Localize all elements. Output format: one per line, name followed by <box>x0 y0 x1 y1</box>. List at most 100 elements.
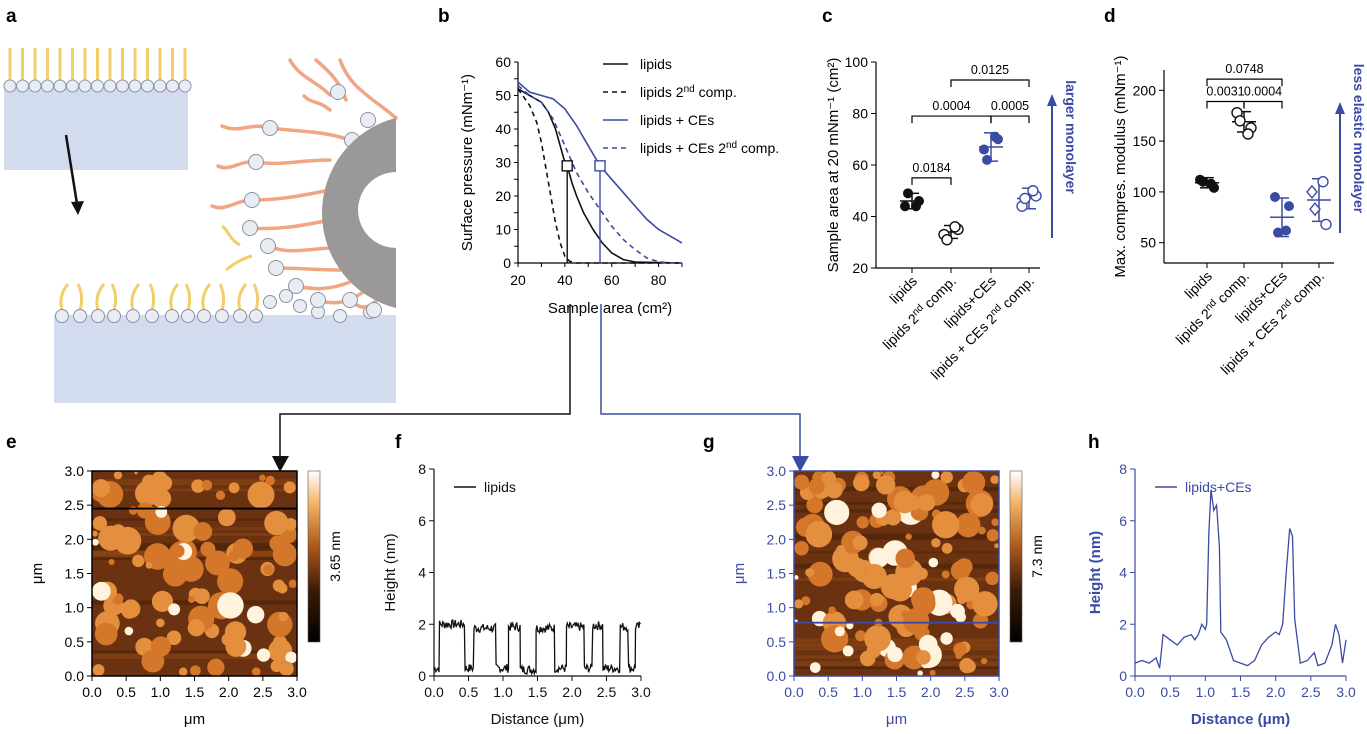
marker-square <box>594 160 606 172</box>
afm-domain <box>916 650 931 665</box>
afm-domain <box>201 479 213 491</box>
y-tick-label: 4 <box>418 565 426 581</box>
afm-domain <box>163 554 189 579</box>
afm-domain <box>265 475 275 486</box>
ce-lipid-aggregate-icon <box>210 58 398 318</box>
afm-domain <box>191 479 205 493</box>
afm-domain <box>193 522 213 541</box>
data-point <box>900 201 910 212</box>
afm-domain <box>875 475 896 495</box>
afm-domain <box>171 544 185 558</box>
data-point <box>1270 191 1280 202</box>
afm-streak <box>794 644 999 648</box>
afm-domain <box>918 494 936 512</box>
lipid-head <box>53 79 67 93</box>
colorbar <box>307 470 321 643</box>
afm-domain <box>228 482 240 494</box>
y-axis-label: Max. compres. modulus (mNm⁻¹) <box>1112 55 1129 277</box>
side-label: less elastic monolayer <box>1351 64 1367 214</box>
ce-tail <box>266 244 332 253</box>
y-tick-label: 1.0 <box>767 600 787 616</box>
lipid-head <box>73 309 87 323</box>
afm-domain <box>905 533 912 540</box>
substrate-bottom <box>54 315 396 403</box>
afm-domain <box>132 554 145 568</box>
y-tick-label: 1.5 <box>65 566 85 582</box>
data-point <box>1284 201 1294 212</box>
afm-domain <box>168 603 181 616</box>
category-label: lipids <box>1181 268 1215 302</box>
y-tick-label: 100 <box>1133 184 1157 200</box>
ce-head <box>244 192 260 208</box>
lipid-tail <box>110 283 118 311</box>
ce-head <box>248 154 264 170</box>
y-tick-label: 40 <box>852 209 868 225</box>
ce-tail <box>302 94 332 112</box>
lipid-head <box>166 79 179 93</box>
afm-domain <box>207 658 225 676</box>
p-value-label: 0.0125 <box>971 63 1009 77</box>
afm-domain <box>842 645 854 657</box>
ce-head <box>310 292 326 308</box>
lipid-head <box>55 309 69 323</box>
lipid-tail <box>201 283 212 311</box>
x-tick-label: 1.0 <box>493 684 513 700</box>
lipid-head <box>91 309 105 323</box>
x-tick-label: 2.5 <box>1301 684 1321 700</box>
y-tick-label: 40 <box>495 121 511 137</box>
afm-domain <box>962 471 986 494</box>
afm-domain <box>794 541 809 556</box>
x-tick-label: 2.5 <box>253 684 273 700</box>
panel-label-h: h <box>1088 432 1100 453</box>
x-tick-label: 0.5 <box>1160 684 1180 700</box>
lipid-head <box>66 79 79 93</box>
lipid-tail <box>225 254 253 272</box>
connector-lipids-ces <box>600 304 801 462</box>
afm-domain <box>94 622 118 646</box>
afm-streak <box>92 653 297 659</box>
afm-domain <box>872 471 881 480</box>
legend-label: lipids <box>640 56 672 72</box>
afm-domain <box>217 568 244 595</box>
colorbar <box>1009 470 1023 643</box>
ce-core-icon <box>322 118 396 308</box>
significance-bracket <box>911 177 952 185</box>
data-point <box>941 233 953 246</box>
p-value-label: 0.0184 <box>912 161 950 175</box>
afm-domain <box>821 471 837 486</box>
afm-domain <box>794 599 804 609</box>
lipid-tail <box>76 283 84 311</box>
x-axis-label: μm <box>886 711 907 728</box>
afm-domain <box>166 630 182 646</box>
x-tick-label: 0.5 <box>818 684 838 700</box>
afm-domain <box>278 611 289 622</box>
ce-head <box>242 220 258 236</box>
afm-domain <box>134 480 161 506</box>
p-value-label: 0.0004 <box>1244 84 1282 98</box>
afm-domain <box>121 599 141 619</box>
ce-head <box>342 292 358 308</box>
y-tick-label: 2.0 <box>65 531 85 547</box>
afm-domain <box>941 543 953 554</box>
afm-domain <box>836 545 846 555</box>
afm-domain <box>846 622 854 630</box>
afm-domain <box>805 520 833 548</box>
data-point <box>990 131 1000 142</box>
ce-tail <box>250 188 332 202</box>
afm-domain <box>931 471 940 479</box>
x-tick-label: 60 <box>604 272 620 288</box>
lipid-head <box>165 309 179 323</box>
ce-tail <box>288 58 332 97</box>
panel-b-isotherm: 0 10 20 30 40 50 60 20 40 60 80 Sample area (cm²) Su… <box>459 54 779 317</box>
lipid-head <box>215 309 229 323</box>
trend-arrowhead-icon <box>1335 102 1345 114</box>
collapsed-monolayer-icon <box>55 283 377 323</box>
y-axis-label: μm <box>731 563 748 584</box>
y-tick-label: 1.0 <box>65 600 85 616</box>
p-value-label: 0.0031 <box>1206 84 1244 98</box>
y-tick-label: 150 <box>1133 133 1157 149</box>
afm-domain <box>852 535 868 551</box>
x-tick-label: 1.0 <box>151 684 171 700</box>
afm-domain <box>954 576 980 602</box>
x-tick-label: 80 <box>651 272 667 288</box>
